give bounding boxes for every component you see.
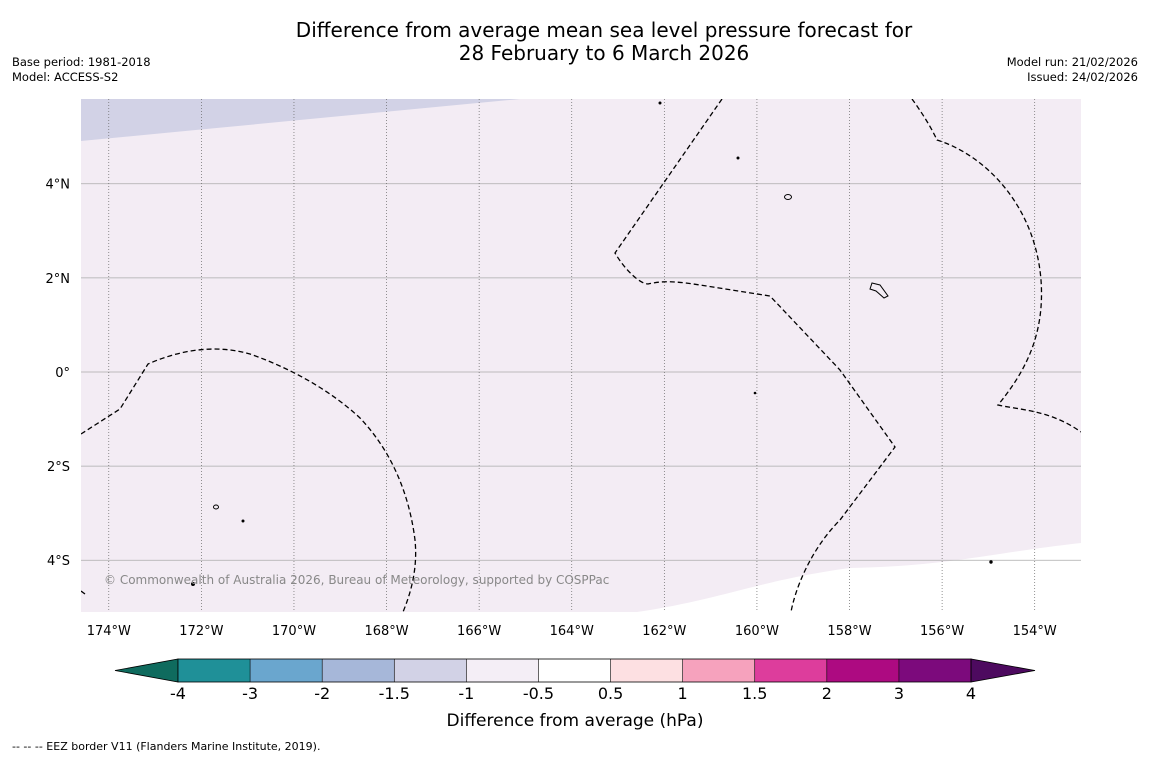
latitude-label: 4°N [46,178,71,193]
colorbar-extend-high [970,658,1036,683]
pressure-band-top [81,99,520,141]
model-run: Model run: 21/02/2026 [1006,55,1138,69]
map-panel: © Commonwealth of Australia 2026, Bureau… [81,99,1081,612]
eez-border-fragment [81,590,86,595]
title-line-1: Difference from average mean sea level p… [295,18,913,42]
colorbar-tick-label: 1 [678,684,688,703]
longitude-labels: 174°W 172°W 170°W 168°W 166°W 164°W 162°W 160°W… [87,624,1057,639]
colorbar-tick-labels: -4 -3 -2 -1.5 -1 -0.5 0.5 1 1.5 2 3 4 [170,684,976,703]
title-line-2: 28 February to 6 March 2026 [458,41,750,65]
longitude-label: 166°W [457,624,501,639]
colorbar-segment [322,659,395,682]
island [213,504,219,510]
islands [191,101,993,586]
latitude-label: 0° [55,366,70,381]
longitude-label: 154°W [1013,624,1057,639]
longitude-label: 160°W [735,624,779,639]
colorbar-tick-label: -1.5 [379,684,410,703]
colorbar-segment [178,659,251,682]
colorbar-tick-label: 1.5 [742,684,767,703]
base-period: Base period: 1981-2018 [12,55,151,69]
colorbar-segment [826,659,899,682]
colorbar-segment [466,659,539,682]
longitude-label: 162°W [642,624,686,639]
colorbar-tick-label: -3 [242,684,258,703]
colorbar-segment [898,659,971,682]
longitude-label: 164°W [550,624,594,639]
island [869,282,889,299]
island [241,519,245,523]
colorbar-tick-label: -0.5 [523,684,554,703]
eez-legend-note: -- -- -- EEZ border V11 (Flanders Marine… [12,740,321,753]
island [658,101,662,105]
eez-borders [81,99,1081,612]
latitude-label: 2°S [47,460,70,475]
eez-border-central [614,99,896,612]
colorbar-segment [394,659,467,682]
meta-right: Model run: 21/02/2026 Issued: 24/02/2026 [1007,55,1138,85]
colorbar-segment [250,659,323,682]
colorbar-segment [610,659,683,682]
latitude-label: 2°N [46,272,71,287]
colorbar-frame [177,658,972,683]
colorbar-tick-label: 3 [894,684,904,703]
eez-border-east [911,99,1081,433]
island [753,391,757,395]
latitude-labels: 4°N 2°N 0° 2°S 4°S [46,178,71,570]
longitude-label: 174°W [87,624,131,639]
colorbar-tick-label: -2 [314,684,330,703]
island [191,582,195,586]
colorbar-extend-low [114,658,179,683]
model-name: Model: ACCESS-S2 [12,70,119,84]
longitude-label: 158°W [827,624,871,639]
colorbar-tick-label: -4 [170,684,186,703]
longitude-label: 172°W [179,624,223,639]
colorbar-segment [754,659,827,682]
latitude-gridlines [81,183,1081,561]
island [989,560,993,564]
longitude-label: 168°W [364,624,408,639]
colorbar-tick-label: 2 [822,684,832,703]
copyright-notice: © Commonwealth of Australia 2026, Bureau… [104,573,609,587]
eez-border-west [81,348,417,612]
colorbar-segment [538,659,611,682]
colorbar [114,658,1036,683]
colorbar-segment [682,659,755,682]
meta-left: Base period: 1981-2018 Model: ACCESS-S2 [12,55,151,85]
island [736,156,740,160]
longitude-label: 170°W [272,624,316,639]
island [784,194,792,200]
latitude-label: 4°S [47,554,70,569]
longitude-label: 156°W [920,624,964,639]
colorbar-label: Difference from average (hPa) [447,711,704,731]
issued-date: Issued: 24/02/2026 [1027,70,1138,84]
colorbar-tick-label: -1 [458,684,474,703]
chart-title: Difference from average mean sea level p… [0,19,1150,65]
colorbar-tick-label: 4 [966,684,976,703]
colorbar-tick-label: 0.5 [598,684,623,703]
map-background [81,99,1081,612]
